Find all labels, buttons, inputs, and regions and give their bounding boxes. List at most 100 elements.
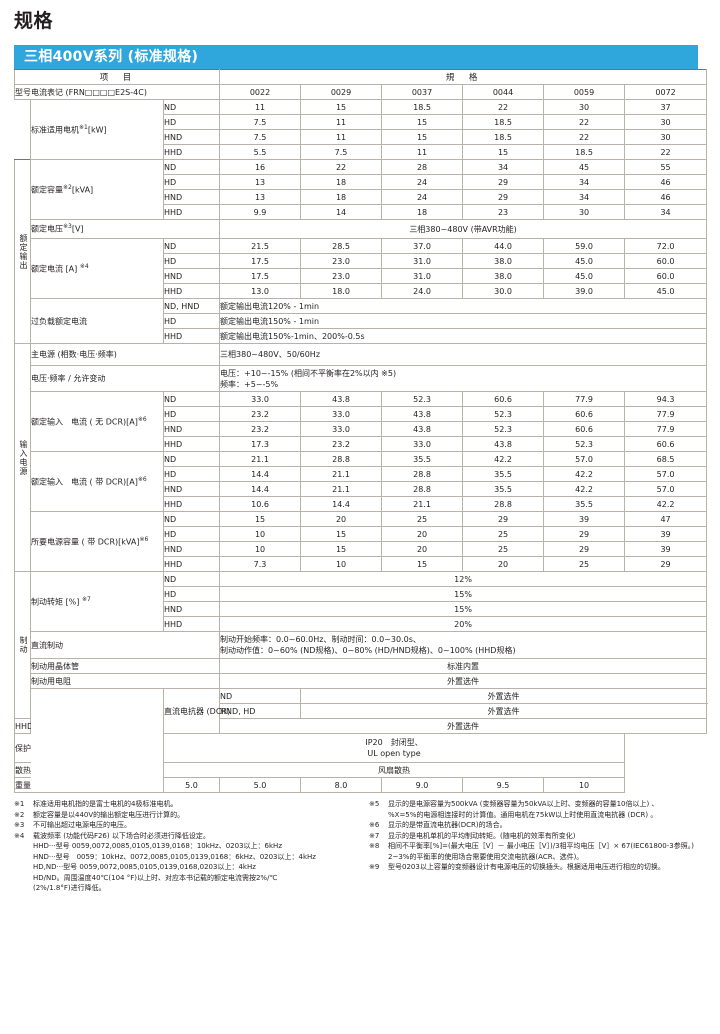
data-cell: 29 <box>462 174 545 190</box>
data-cell: 15 <box>300 526 383 542</box>
mode-cell: ND <box>219 688 302 704</box>
footnote-body: 相间不平衡率[%]=(最大电压［V］－ 最小电压［V］)/3相平均电压［V］× … <box>388 841 714 862</box>
section-banner-wrap: 三相400V系列 (标准规格) <box>8 45 712 69</box>
data-cell: 7.3 <box>219 556 302 572</box>
table-row: 所要电源容量 ( 带 DCR)[kVA]※6 ND 15 20 25 29 39… <box>15 511 708 572</box>
data-cell: 94.3 <box>624 391 708 407</box>
mode-cell: ND <box>162 571 221 587</box>
variation-text: 电压：+10~-15% (相间不平衡率在2%以内 ※5) 频率：+5~-5% <box>219 365 708 392</box>
table-row: HND 13 18 24 29 34 46 <box>15 189 708 205</box>
footnote-item: ※8 相间不平衡率[%]=(最大电压［V］－ 最小电压［V］)/3相平均电压［V… <box>369 841 714 862</box>
cooling-value: 风扇散热 <box>162 762 626 778</box>
mode-cell: HND, HD <box>219 703 302 719</box>
data-cell: 60.0 <box>624 253 708 269</box>
data-cell: 14.4 <box>300 496 383 512</box>
variation-line-1: 电压：+10~-15% (相间不平衡率在2%以内 ※5) <box>220 368 397 378</box>
data-cell: 9.0 <box>381 777 464 793</box>
data-cell: 17.5 <box>219 268 302 284</box>
data-cell: 37 <box>624 99 708 115</box>
dcr-value: 外置选件 <box>219 718 708 734</box>
data-cell: 39.0 <box>543 283 626 299</box>
data-cell: 29 <box>543 526 626 542</box>
blank-vertical-cell <box>30 688 164 793</box>
data-cell: 37.0 <box>381 238 464 254</box>
footnote-line: HD/ND。周围温度40℃(104 °F)以上时、对应本书记载的额定电流需按2%… <box>33 873 278 882</box>
data-cell: 38.0 <box>462 268 545 284</box>
footnote-item: ※2 额定容量是以440V的输出额定电压进行计算的。 <box>14 810 359 821</box>
label-sup: ※6 <box>137 415 147 423</box>
row-label-dcr: 直流电抗器 (DCR) <box>162 688 230 734</box>
braking-torque-value: 20% <box>219 616 708 632</box>
overload-text: 额定输出电流150% - 1min <box>219 313 708 329</box>
rated-voltage-value: 三相380~480V (带AVR功能) <box>219 219 708 239</box>
label-text: 额定输入 电流 ( 无 DCR)[A] <box>31 417 138 427</box>
label-sup: ※6 <box>139 535 149 543</box>
mode-cell: HHD <box>162 283 221 299</box>
vertical-label-text: 制动 <box>19 636 28 654</box>
data-cell: 18.0 <box>300 283 383 299</box>
row-label-variation: 电压·频率 / 允许变动 <box>29 365 221 392</box>
data-cell: 16 <box>219 159 302 175</box>
table-row: HND 23.2 33.0 43.8 52.3 60.6 77.9 <box>15 421 708 437</box>
table-row: 额定电流 [A] ※4 ND 21.5 28.5 37.0 44.0 59.0 … <box>15 238 708 299</box>
header-item: 项 目 <box>13 69 221 85</box>
data-cell: 22 <box>543 114 626 130</box>
data-cell: 21.1 <box>300 466 383 482</box>
data-cell: 15 <box>381 556 464 572</box>
table-row: 额定输出 额定容量※2[kVA] ND 16 22 28 34 45 55 <box>14 159 708 344</box>
data-cell: 18.5 <box>462 129 545 145</box>
data-cell: 77.9 <box>624 406 708 422</box>
data-cell: 45.0 <box>543 253 626 269</box>
data-cell: 10.6 <box>219 496 302 512</box>
data-cell: 23.2 <box>219 421 302 437</box>
data-cell: 60.6 <box>543 421 626 437</box>
label-unit: [kVA] <box>71 185 94 195</box>
label-sup: ※4 <box>79 262 89 270</box>
mode-cell: HND <box>162 189 221 205</box>
section-banner: 三相400V系列 (标准规格) <box>14 45 706 69</box>
footnote-line: (2%/1.8°F)进行降低。 <box>33 884 106 892</box>
table-row: 额定输入 电流 ( 无 DCR)[A]※6 ND 33.0 43.8 52.3 … <box>15 391 708 452</box>
mode-cell: ND, HND <box>162 298 221 314</box>
data-cell: 10 <box>219 526 302 542</box>
data-cell: 39 <box>624 526 708 542</box>
model-cell: 0037 <box>381 84 464 100</box>
row-label-motor: 标准适用电机※1[kW] <box>30 99 164 160</box>
data-cell: 55 <box>624 159 708 175</box>
data-cell: 30 <box>624 114 708 130</box>
footnote-item: ※3 不可输出超过电源电压的电压。 <box>14 820 359 831</box>
data-cell: 33.0 <box>381 436 464 452</box>
data-cell: 46 <box>624 189 708 205</box>
footnote-body: 载波频率 (功能代码F26) 以下场合时必须进行降低设定。 HHD···型号 0… <box>33 831 359 894</box>
model-row-label: 型号电流表记 (FRN□□□□E2S-4C) <box>13 84 221 100</box>
data-cell: 24 <box>381 189 464 205</box>
label-sup: ※3 <box>63 223 72 231</box>
mode-cell: HHD <box>162 616 221 632</box>
footnote-mark: ※4 <box>14 831 25 840</box>
data-cell: 77.9 <box>624 421 708 437</box>
data-cell: 11 <box>300 114 383 130</box>
data-cell: 30 <box>543 204 626 220</box>
table-row: 额定输入 电流 ( 带 DCR)[A]※6 ND 21.1 28.8 35.5 … <box>15 451 708 512</box>
mode-cell: HD <box>162 253 221 269</box>
footnote-mark: ※9 <box>369 863 380 871</box>
data-cell: 45.0 <box>624 283 708 299</box>
row-label-dc-braking: 直流制动 <box>29 631 221 659</box>
data-cell: 20 <box>300 511 383 527</box>
footnote-item: ※4 载波频率 (功能代码F26) 以下场合时必须进行降低设定。 HHD···型… <box>14 831 359 894</box>
data-cell: 18.5 <box>543 144 626 160</box>
data-cell: 25 <box>543 556 626 572</box>
mode-cell: ND <box>162 511 221 527</box>
vertical-label-text: 输入电源 <box>19 439 28 476</box>
footnotes-left-column: ※1 标准适用电机指的是富士电机的4极标准电机。 ※2 额定容量是以440V的输… <box>14 799 359 894</box>
data-cell: 10 <box>543 777 626 793</box>
data-cell: 18 <box>300 174 383 190</box>
data-cell: 5.0 <box>162 777 221 793</box>
row-label-braking-resistor: 制动用电阻 <box>29 673 221 689</box>
protection-text: IP20 封闭型、 UL open type <box>162 733 626 763</box>
data-cell: 42.2 <box>624 496 708 512</box>
vertical-label-rated-output: 额定输出 <box>14 159 31 344</box>
data-cell: 23.2 <box>300 436 383 452</box>
footnote-line: 显示的是带直流电抗器(DCR)的场合。 <box>388 821 507 829</box>
data-cell: 7.5 <box>219 129 302 145</box>
